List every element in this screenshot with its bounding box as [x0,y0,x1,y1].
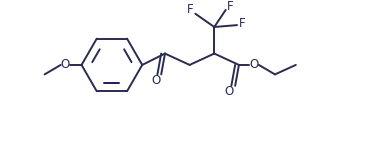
Text: O: O [250,58,259,71]
Text: O: O [61,58,70,71]
Text: F: F [239,17,245,30]
Text: F: F [187,3,194,16]
Text: F: F [227,0,234,13]
Text: O: O [225,85,234,98]
Text: O: O [151,74,160,87]
